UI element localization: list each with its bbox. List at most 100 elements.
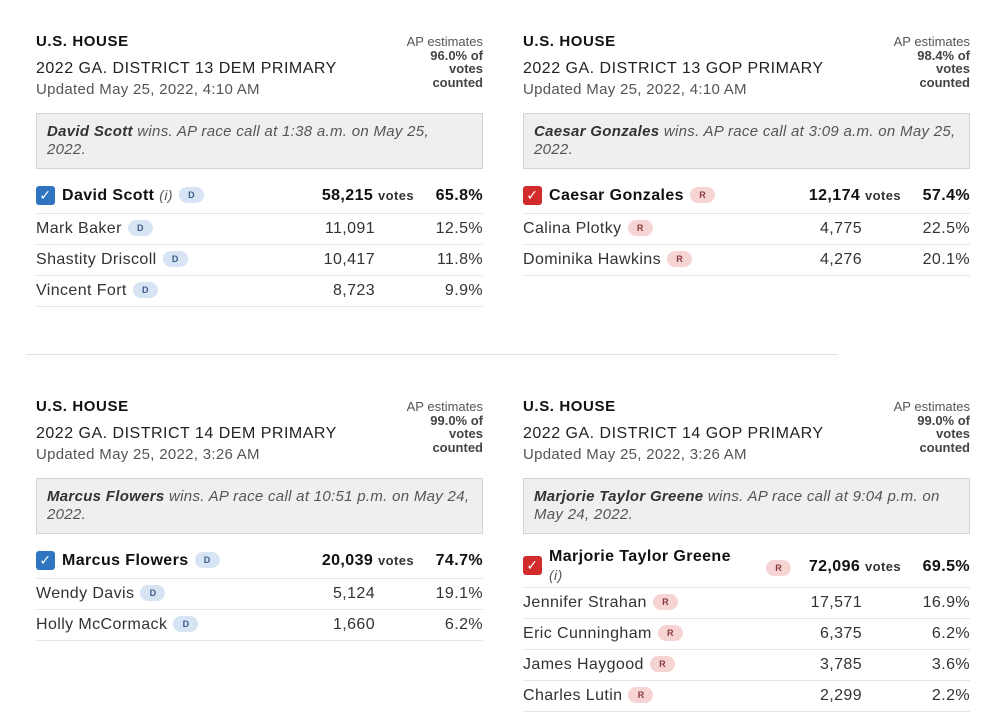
checkmark-icon: ✓	[36, 186, 55, 205]
checkmark-icon: ✓	[523, 556, 542, 575]
candidate-name: Caesar Gonzales R	[549, 187, 715, 205]
candidate-percent: 3.6%	[931, 656, 970, 673]
candidate-votes: 58,215 votes	[321, 187, 414, 204]
candidate-votes: 11,091	[324, 220, 375, 237]
race-title: 2022 GA. DISTRICT 14 DEM PRIMARY	[36, 425, 337, 442]
estimate-value: 98.4% of votes	[917, 47, 970, 76]
office-label: U.S. HOUSE	[523, 33, 616, 50]
candidate-name: Marcus Flowers D	[62, 552, 220, 570]
estimate-value: 99.0% of votes	[430, 412, 483, 441]
candidate-row: Charles Lutin R 2,299 2.2%	[523, 681, 970, 712]
votes-label: votes	[865, 559, 901, 574]
estimate-post: counted	[919, 74, 970, 90]
section-divider	[26, 354, 838, 355]
race-card-ga14-gop: U.S. HOUSE 2022 GA. DISTRICT 14 GOP PRIM…	[523, 397, 970, 712]
candidate-row: Mark Baker D 11,091 12.5%	[36, 214, 483, 245]
ap-estimate: AP estimates 96.0% of votes counted	[403, 35, 483, 89]
ap-estimate: AP estimates 99.0% of votes counted	[890, 400, 970, 454]
candidate-name: Eric Cunningham R	[523, 625, 683, 643]
updated-timestamp: Updated May 25, 2022, 4:10 AM	[523, 81, 747, 98]
party-badge: D	[132, 282, 158, 298]
estimate-post: counted	[919, 439, 970, 455]
votes-label: votes	[378, 188, 414, 203]
party-badge: R	[689, 187, 715, 203]
votes-label: votes	[865, 188, 901, 203]
race-call-winner: Caesar Gonzales	[534, 123, 660, 140]
candidate-votes: 4,775	[819, 220, 862, 237]
race-card-ga13-gop: U.S. HOUSE 2022 GA. DISTRICT 13 GOP PRIM…	[523, 32, 970, 276]
race-title: 2022 GA. DISTRICT 13 GOP PRIMARY	[523, 60, 824, 77]
estimate-post: counted	[432, 74, 483, 90]
party-badge: R	[652, 594, 678, 610]
candidate-votes: 10,417	[323, 251, 375, 268]
candidate-percent: 65.8%	[435, 187, 483, 204]
results-table: ✓ Caesar Gonzales R 12,174 votes 57.4% Ca…	[523, 181, 970, 276]
candidate-name: David Scott (i) D	[62, 187, 204, 205]
updated-timestamp: Updated May 25, 2022, 4:10 AM	[36, 81, 260, 98]
estimate-pre: AP estimates	[893, 399, 970, 414]
candidate-percent: 69.5%	[922, 558, 970, 575]
estimate-value: 96.0% of votes	[430, 47, 483, 76]
race-call-text: wins. AP race call at 3:09 a.m. on May 2…	[534, 123, 956, 158]
candidate-percent: 6.2%	[444, 616, 483, 633]
race-call-box: Marjorie Taylor Greene wins. AP race cal…	[523, 478, 970, 534]
race-header: U.S. HOUSE 2022 GA. DISTRICT 13 DEM PRIM…	[36, 32, 483, 108]
candidate-votes: 17,571	[810, 594, 862, 611]
party-badge: R	[649, 656, 675, 672]
candidate-votes: 1,660	[332, 616, 375, 633]
candidate-row: Eric Cunningham R 6,375 6.2%	[523, 619, 970, 650]
candidate-row: Calina Plotky R 4,775 22.5%	[523, 214, 970, 245]
candidate-votes: 6,375	[819, 625, 862, 642]
candidate-row: James Haygood R 3,785 3.6%	[523, 650, 970, 681]
candidate-name: Mark Baker D	[36, 220, 153, 238]
candidate-name: James Haygood R	[523, 656, 675, 674]
candidate-percent: 74.7%	[435, 552, 483, 569]
candidate-name: Dominika Hawkins R	[523, 251, 692, 269]
votes-label: votes	[378, 553, 414, 568]
candidate-row: Vincent Fort D 8,723 9.9%	[36, 276, 483, 307]
party-badge: R	[657, 625, 683, 641]
race-title: 2022 GA. DISTRICT 14 GOP PRIMARY	[523, 425, 824, 442]
party-badge: D	[194, 552, 220, 568]
race-call-winner: Marjorie Taylor Greene	[534, 488, 704, 505]
candidate-name: Wendy Davis D	[36, 585, 166, 603]
party-badge: D	[140, 585, 166, 601]
checkmark-icon: ✓	[36, 551, 55, 570]
results-table: ✓ Marcus Flowers D 20,039 votes 74.7% Wen…	[36, 546, 483, 641]
estimate-pre: AP estimates	[406, 34, 483, 49]
candidate-row: Wendy Davis D 5,124 19.1%	[36, 579, 483, 610]
race-header: U.S. HOUSE 2022 GA. DISTRICT 13 GOP PRIM…	[523, 32, 970, 108]
race-card-ga14-dem: U.S. HOUSE 2022 GA. DISTRICT 14 DEM PRIM…	[36, 397, 483, 641]
winner-row: ✓ Marcus Flowers D 20,039 votes 74.7%	[36, 546, 483, 579]
race-call-text: wins. AP race call at 1:38 a.m. on May 2…	[47, 123, 429, 158]
candidate-votes: 4,276	[819, 251, 862, 268]
candidate-name: Charles Lutin R	[523, 687, 654, 705]
candidate-percent: 9.9%	[444, 282, 483, 299]
party-badge: R	[766, 560, 791, 576]
race-card-ga13-dem: U.S. HOUSE 2022 GA. DISTRICT 13 DEM PRIM…	[36, 32, 483, 307]
ap-estimate: AP estimates 98.4% of votes counted	[890, 35, 970, 89]
candidate-percent: 22.5%	[922, 220, 970, 237]
updated-timestamp: Updated May 25, 2022, 3:26 AM	[523, 446, 747, 463]
party-badge: R	[628, 687, 654, 703]
race-call-box: Caesar Gonzales wins. AP race call at 3:…	[523, 113, 970, 169]
candidate-percent: 6.2%	[931, 625, 970, 642]
candidate-percent: 2.2%	[931, 687, 970, 704]
candidate-percent: 12.5%	[435, 220, 483, 237]
race-title: 2022 GA. DISTRICT 13 DEM PRIMARY	[36, 60, 337, 77]
candidate-name: Marjorie Taylor Greene (i)	[549, 548, 731, 583]
race-header: U.S. HOUSE 2022 GA. DISTRICT 14 DEM PRIM…	[36, 397, 483, 473]
race-call-winner: David Scott	[47, 123, 133, 140]
candidate-name: Calina Plotky R	[523, 220, 653, 238]
checkmark-icon: ✓	[523, 186, 542, 205]
candidate-percent: 19.1%	[435, 585, 483, 602]
candidate-votes: 20,039 votes	[321, 552, 414, 569]
party-badge: D	[178, 187, 204, 203]
estimate-pre: AP estimates	[406, 399, 483, 414]
candidate-votes: 72,096 votes	[808, 558, 901, 575]
incumbent-marker: (i)	[159, 187, 173, 203]
party-badge: D	[127, 220, 153, 236]
winner-row: ✓ Caesar Gonzales R 12,174 votes 57.4%	[523, 181, 970, 214]
office-label: U.S. HOUSE	[36, 398, 129, 415]
candidate-name: Jennifer Strahan R	[523, 594, 678, 612]
